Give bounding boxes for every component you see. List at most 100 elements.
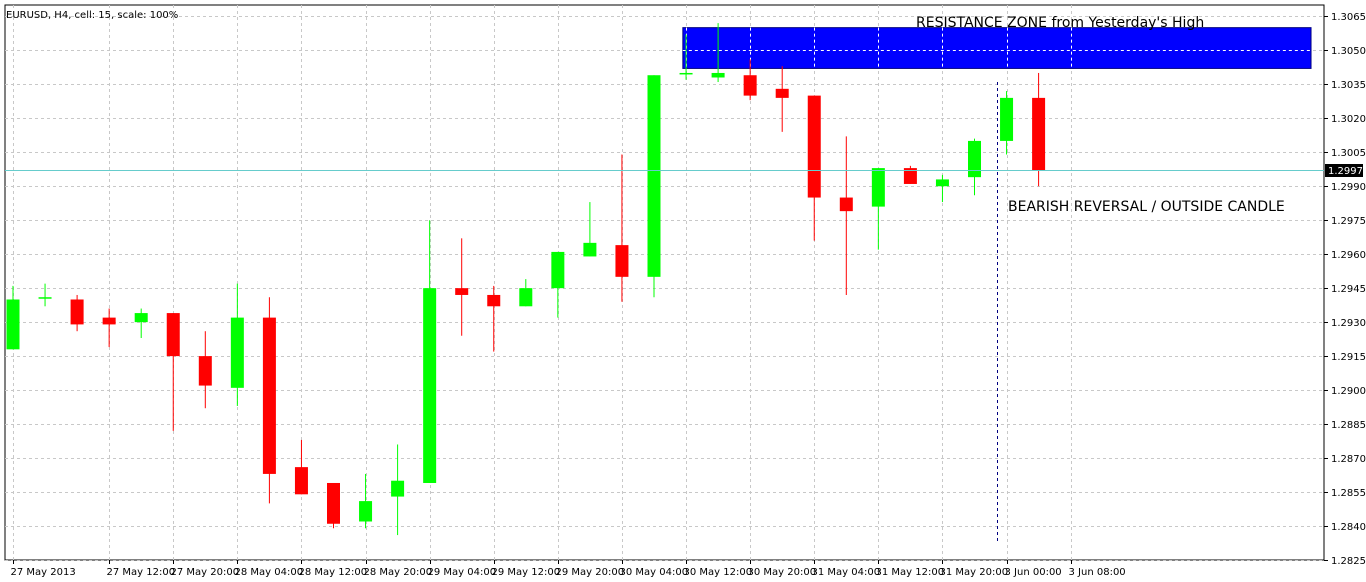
candle <box>38 283 52 307</box>
candles <box>6 23 1046 536</box>
candle <box>711 23 725 83</box>
y-tick-label: 1.2945 <box>1331 284 1366 295</box>
candle-body <box>551 251 565 289</box>
candle <box>679 34 693 80</box>
x-tick-label: 3 Jun 08:00 <box>1069 567 1126 578</box>
candle-body <box>775 88 789 98</box>
candle-body <box>711 72 725 78</box>
candle-body <box>871 168 885 207</box>
x-tick-label: 27 May 20:00 <box>171 567 240 578</box>
candle-body <box>70 299 84 325</box>
candle <box>775 66 789 132</box>
y-tick-label: 1.2840 <box>1331 522 1366 533</box>
candle <box>327 482 340 529</box>
candle <box>583 202 597 257</box>
candle <box>294 439 308 495</box>
x-tick-label: 29 May 04:00 <box>428 567 497 578</box>
candle-body <box>230 317 244 388</box>
y-tick-label: 1.2870 <box>1331 454 1366 465</box>
x-tick-label: 30 May 04:00 <box>620 567 689 578</box>
candle-body <box>935 179 949 187</box>
candle <box>391 444 405 536</box>
candle-body <box>294 467 308 495</box>
current-price-tag <box>1325 164 1363 177</box>
y-tick-label: 1.2825 <box>1331 556 1366 567</box>
chart-grid <box>4 4 1325 561</box>
chart-overlay <box>5 82 1324 542</box>
candle <box>807 95 821 241</box>
candle <box>1000 91 1014 155</box>
candle-body <box>38 297 52 299</box>
x-tick-label: 27 May 12:00 <box>107 567 176 578</box>
candle-body <box>6 299 20 350</box>
candle-body <box>262 317 276 474</box>
candle-body <box>647 75 661 277</box>
candle <box>935 174 949 203</box>
candle <box>134 308 148 338</box>
candle-body <box>166 313 180 357</box>
candle <box>903 165 917 184</box>
x-tick-label: 28 May 04:00 <box>235 567 304 578</box>
candle <box>871 168 885 250</box>
candle <box>519 279 533 307</box>
candle-body <box>903 168 917 184</box>
x-tick-label: 28 May 20:00 <box>364 567 433 578</box>
candle <box>359 473 373 529</box>
candle-body <box>968 140 981 178</box>
candle <box>647 75 661 298</box>
x-tick-label: 28 May 12:00 <box>299 567 368 578</box>
candle-body <box>1000 97 1014 141</box>
candle-body <box>807 95 821 198</box>
resistance-zone-rect <box>682 27 1312 69</box>
x-tick-label: 31 May 04:00 <box>812 567 881 578</box>
x-tick-label: 31 May 20:00 <box>940 567 1009 578</box>
x-tick-label: 30 May 20:00 <box>748 567 817 578</box>
candle <box>743 59 757 101</box>
x-tick-label: 31 May 12:00 <box>876 567 945 578</box>
y-tick-label: 1.2975 <box>1331 216 1366 227</box>
candle-body <box>134 313 148 323</box>
candle <box>615 154 629 302</box>
candle-body <box>743 75 757 96</box>
candle-body <box>583 242 597 257</box>
candle-body <box>102 317 116 325</box>
candle <box>551 251 565 318</box>
x-tick-label: 3 Jun 00:00 <box>1005 567 1062 578</box>
candle <box>166 313 180 431</box>
candle-body <box>455 288 469 295</box>
candle-body <box>487 294 501 307</box>
x-tick-label: 29 May 12:00 <box>492 567 561 578</box>
x-tick-label: 29 May 20:00 <box>556 567 625 578</box>
y-tick-label: 1.3035 <box>1331 80 1366 91</box>
candle-body <box>327 482 340 524</box>
candle-body <box>198 356 212 386</box>
resistance-zone <box>682 27 1312 69</box>
y-tick-label: 1.2915 <box>1331 352 1366 363</box>
candle-body <box>423 288 437 483</box>
resistance-annotation: RESISTANCE ZONE from Yesterday's High <box>916 15 1204 31</box>
reversal-annotation: BEARISH REVERSAL / OUTSIDE CANDLE <box>1008 199 1285 215</box>
candle <box>262 297 276 504</box>
x-tick-label: 27 May 2013 <box>11 567 76 578</box>
candle <box>70 294 84 332</box>
x-tick-label: 30 May 12:00 <box>684 567 753 578</box>
candle-body <box>1032 97 1046 171</box>
candle-body <box>391 480 405 497</box>
candle <box>968 138 981 196</box>
candle <box>455 238 469 336</box>
y-tick-label: 1.2990 <box>1331 182 1366 193</box>
candle-body <box>839 197 853 212</box>
y-tick-label: 1.3050 <box>1331 46 1366 57</box>
y-tick-label: 1.2885 <box>1331 420 1366 431</box>
candle <box>423 220 437 483</box>
y-tick-label: 1.3020 <box>1331 114 1366 125</box>
candle-body <box>679 72 693 75</box>
y-tick-label: 1.2855 <box>1331 488 1366 499</box>
y-tick-label: 1.3065 <box>1331 12 1366 23</box>
y-tick-label: 1.2900 <box>1331 386 1366 397</box>
candle <box>1032 72 1046 187</box>
candle <box>487 285 501 352</box>
candle <box>6 285 20 350</box>
